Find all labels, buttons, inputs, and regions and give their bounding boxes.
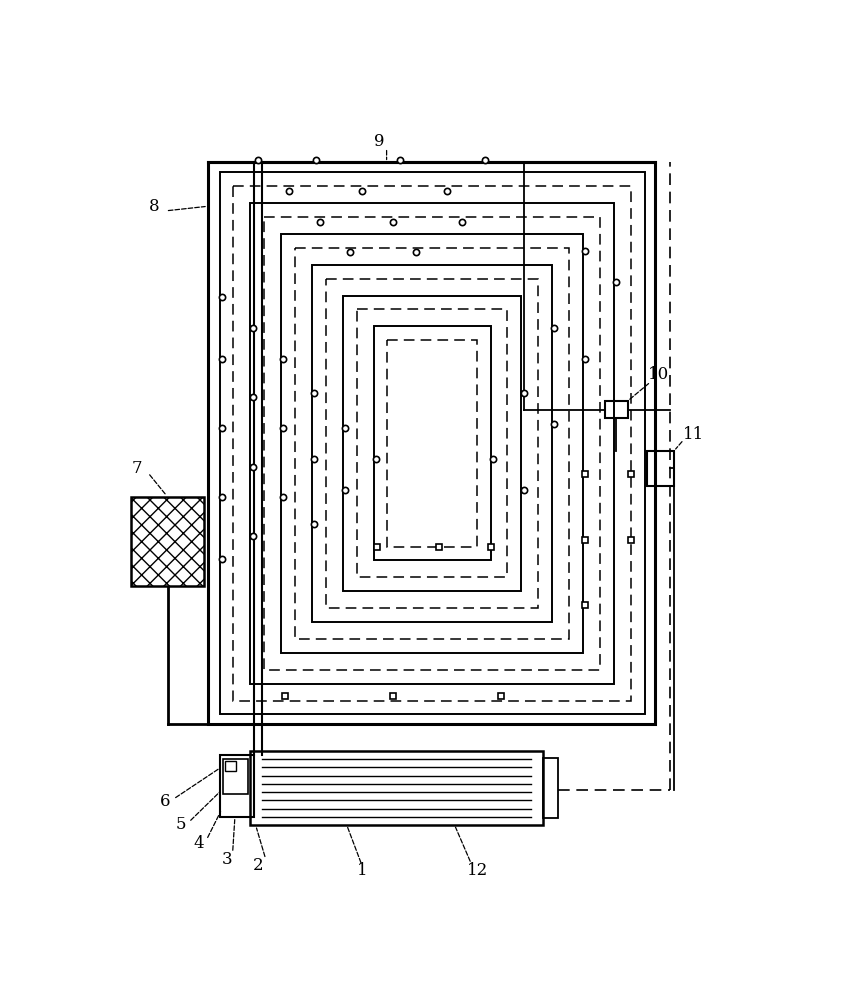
Bar bbox=[233, 186, 631, 701]
Bar bbox=[250, 751, 543, 825]
Bar bbox=[219, 172, 645, 714]
Text: 12: 12 bbox=[467, 862, 488, 879]
Bar bbox=[223, 759, 248, 794]
Bar bbox=[543, 758, 558, 818]
Bar bbox=[264, 217, 600, 670]
Bar bbox=[356, 309, 508, 577]
Text: 1: 1 bbox=[357, 862, 367, 879]
Text: 10: 10 bbox=[648, 366, 669, 383]
Text: 2: 2 bbox=[253, 857, 263, 874]
Bar bbox=[225, 761, 236, 771]
Text: 4: 4 bbox=[194, 835, 204, 852]
Bar bbox=[295, 248, 569, 639]
Text: 6: 6 bbox=[161, 793, 171, 810]
Text: 8: 8 bbox=[149, 198, 159, 215]
Text: 5: 5 bbox=[176, 816, 186, 833]
Bar bbox=[250, 203, 613, 684]
Bar bbox=[605, 401, 628, 418]
Bar bbox=[312, 265, 552, 622]
Bar bbox=[374, 326, 491, 560]
Bar bbox=[647, 451, 673, 486]
Bar bbox=[131, 497, 204, 586]
Text: 3: 3 bbox=[222, 851, 233, 868]
Bar bbox=[208, 162, 655, 724]
Bar bbox=[387, 340, 476, 547]
Text: 9: 9 bbox=[374, 133, 384, 150]
Text: 11: 11 bbox=[683, 426, 704, 443]
Text: 7: 7 bbox=[132, 460, 142, 477]
Bar bbox=[326, 279, 538, 608]
Bar bbox=[343, 296, 521, 591]
Bar bbox=[219, 755, 254, 817]
Bar bbox=[281, 234, 583, 653]
